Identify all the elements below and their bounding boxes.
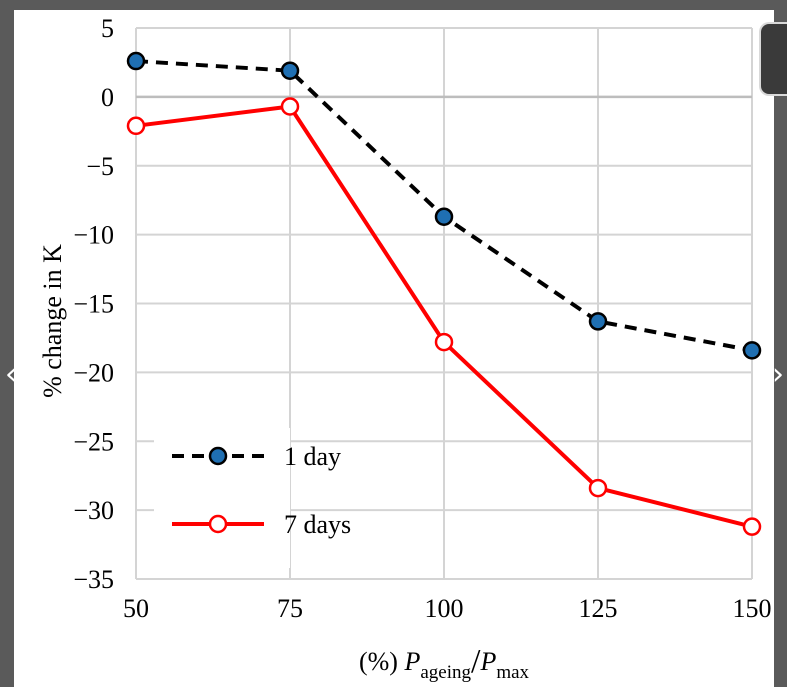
y-tick-label: −20: [73, 358, 114, 387]
figure-card: 5 0 −5 −10 −15 −20 −25 −30 −35 50 75 100 125 150 1 da…: [14, 10, 774, 687]
series: [126, 51, 762, 536]
y-tick-label: 5: [101, 14, 114, 43]
legend-label-2: 7 days: [284, 510, 351, 539]
legend-marker-1: [208, 446, 228, 466]
x-tick-label: 75: [277, 594, 303, 623]
data-point-series-1: [280, 61, 300, 80]
previous-image-button[interactable]: ‹: [5, 357, 17, 392]
side-panel-tab[interactable]: [761, 24, 787, 94]
y-axis-label: % change in K: [38, 244, 67, 398]
data-point-series-1: [434, 207, 454, 226]
y-tick-label: −30: [73, 496, 114, 525]
data-point-series-1: [742, 341, 762, 360]
y-tick-label: −15: [73, 290, 114, 319]
x-tick-label: 50: [123, 594, 149, 623]
x-axis-label-slash: /: [471, 643, 481, 680]
legend: 1 day 7 days: [154, 428, 351, 568]
x-tick-label: 150: [733, 594, 772, 623]
y-tick-label: −5: [86, 152, 114, 181]
y-tick-label: 0: [101, 83, 114, 112]
data-point-series-2: [126, 116, 146, 136]
top-strip: [0, 0, 787, 10]
x-axis-label-sub1: ageing: [420, 662, 471, 683]
x-axis-label: (%) Pageing/Pmax: [359, 643, 530, 683]
data-point-series-2: [280, 97, 300, 116]
x-axis-label-p2: P: [479, 647, 496, 676]
x-tick-label: 100: [425, 594, 464, 623]
x-axis-label-sub2: max: [496, 662, 529, 683]
x-tick-label: 125: [579, 594, 618, 623]
y-tick-label: −10: [73, 221, 114, 250]
data-point-series-2: [588, 478, 608, 498]
next-image-button[interactable]: ›: [772, 357, 784, 392]
data-point-series-1: [126, 51, 146, 71]
y-tick-label: −25: [73, 427, 114, 456]
data-point-series-1: [588, 312, 608, 331]
data-point-series-2: [742, 517, 762, 536]
y-tick-label: −35: [73, 565, 114, 594]
legend-label-1: 1 day: [284, 442, 341, 471]
x-axis-label-p1: P: [403, 647, 420, 676]
x-axis-label-prefix: (%): [359, 647, 404, 676]
data-point-series-2: [434, 332, 454, 352]
legend-marker-2: [208, 514, 228, 534]
